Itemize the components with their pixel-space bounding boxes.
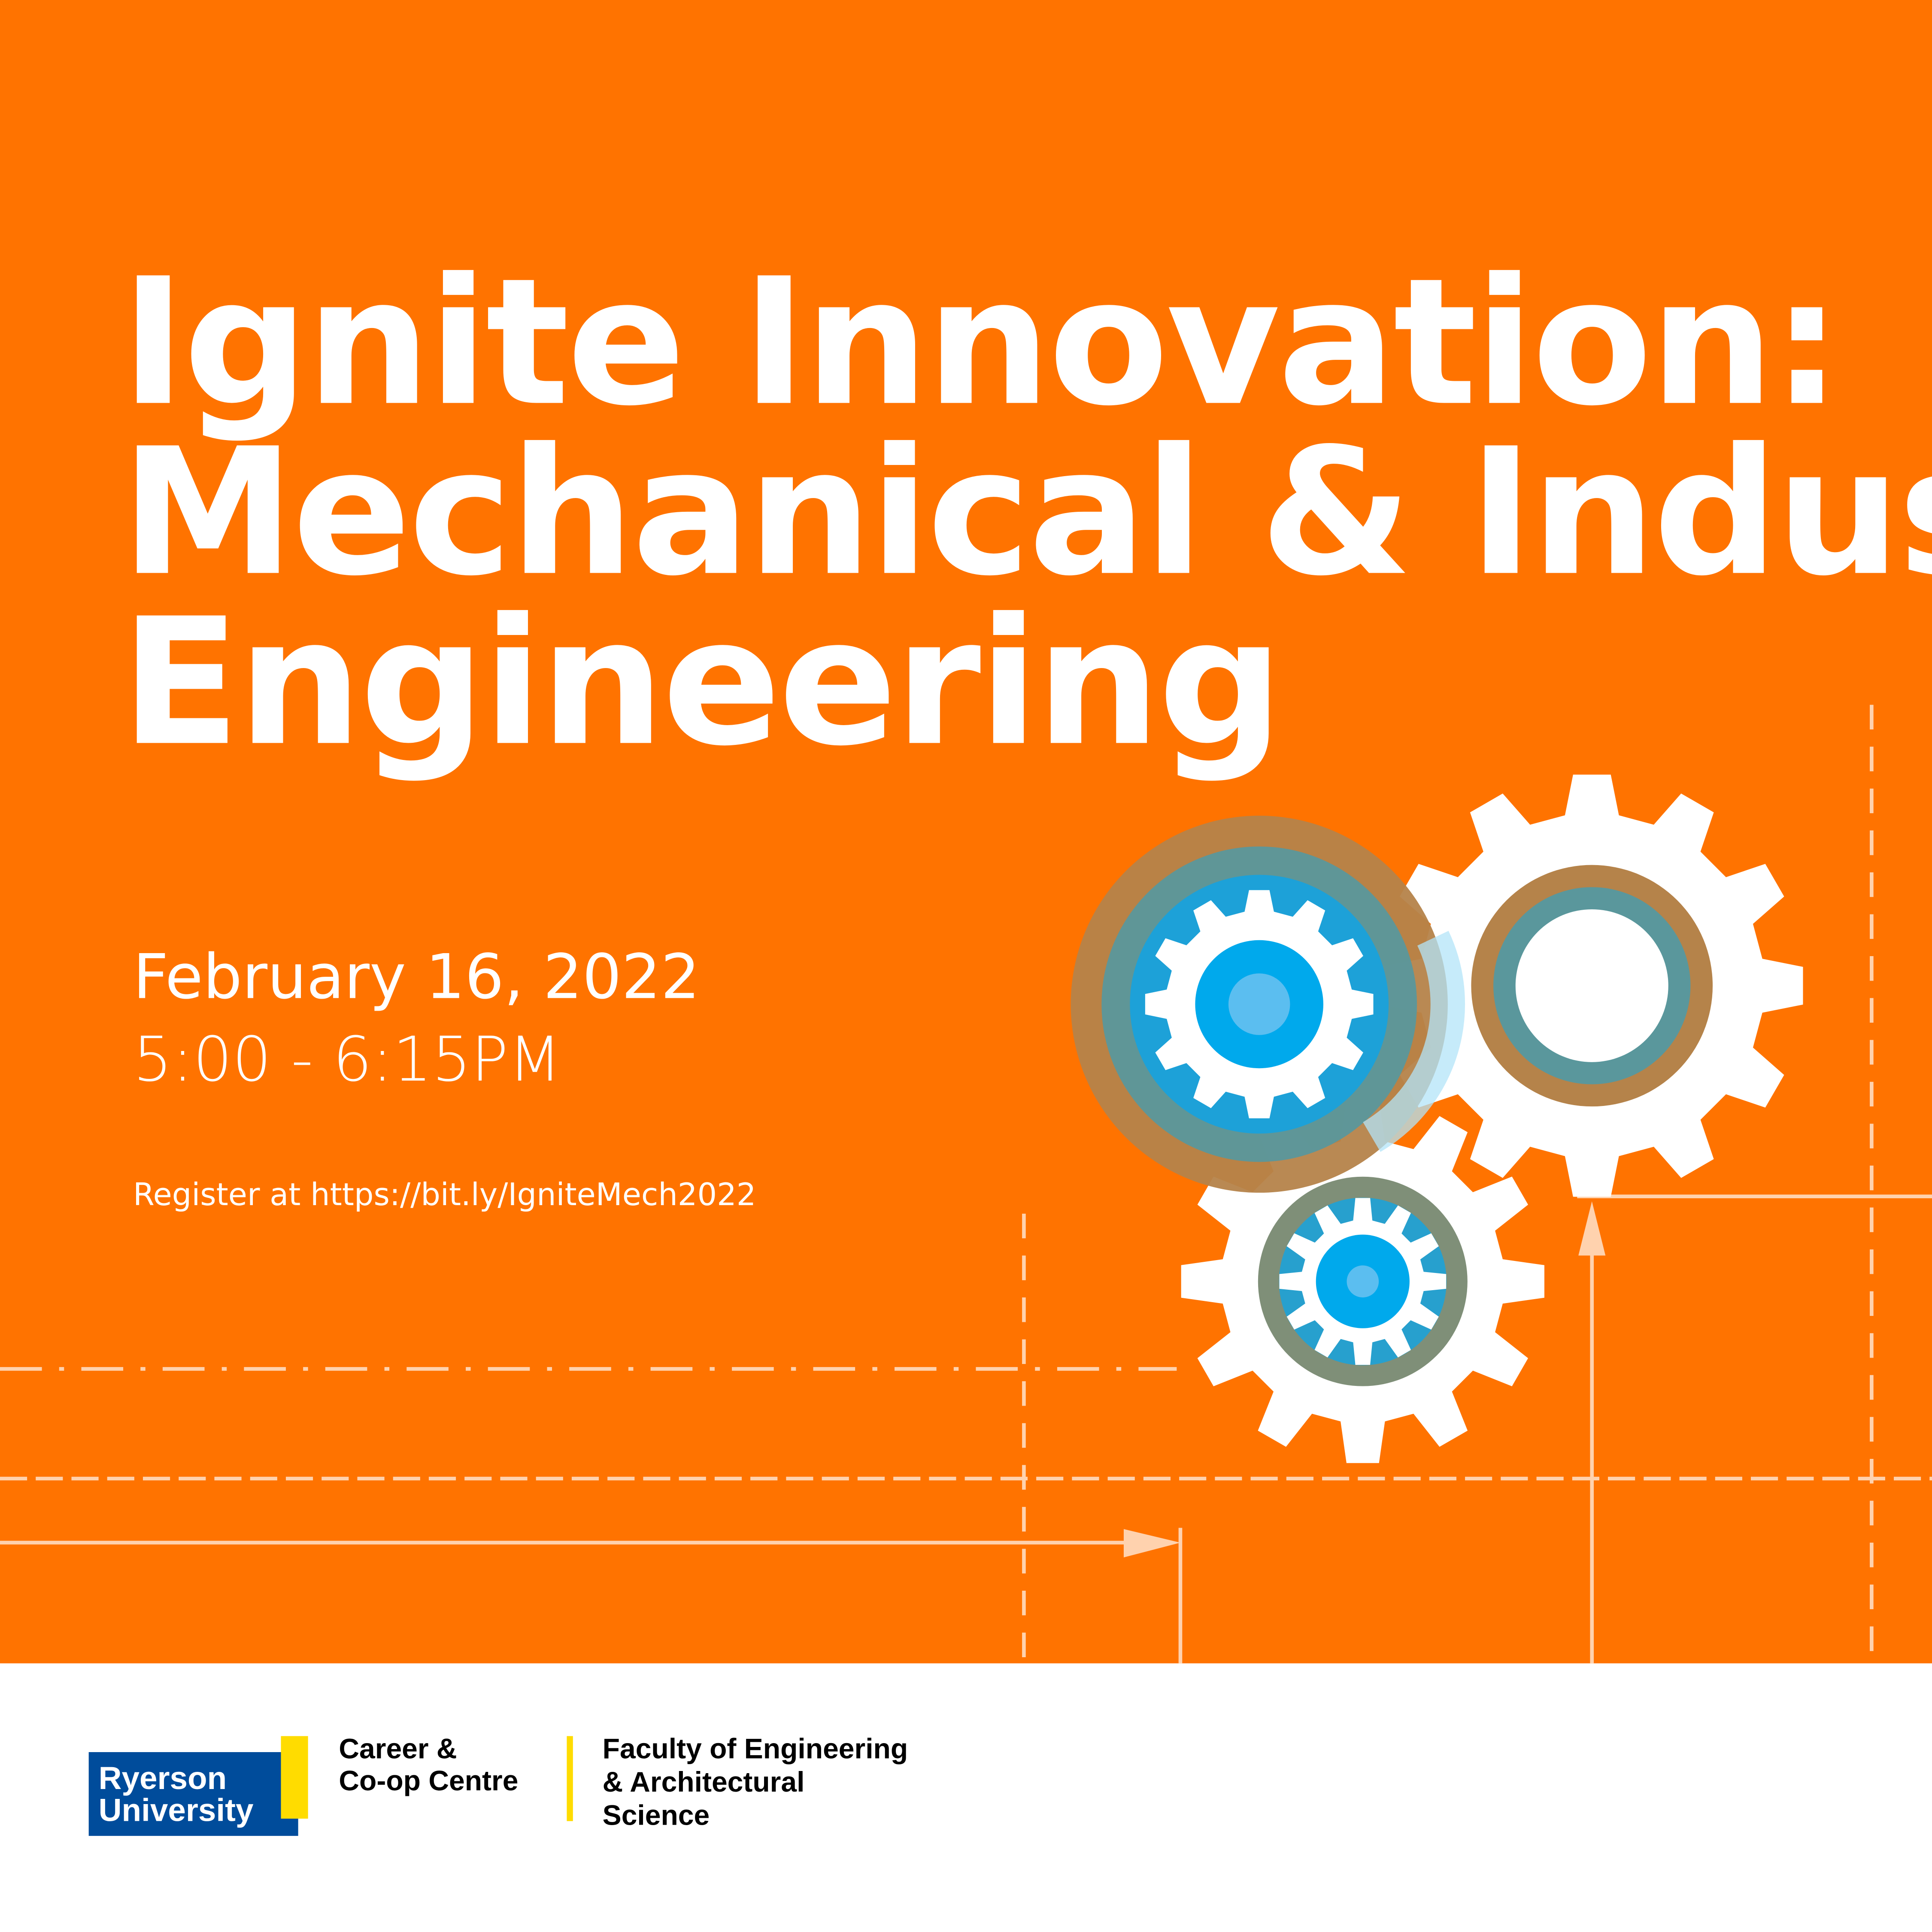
career-centre-line-2: Co-op Centre xyxy=(339,1765,518,1796)
title-line-1: Ignite Innovation: xyxy=(121,241,1839,444)
arrow-up-icon xyxy=(1578,1201,1606,1256)
faculty-line-1: Faculty of Engineering xyxy=(603,1732,908,1764)
gear-hub-center xyxy=(1228,973,1290,1035)
arrow-right-icon xyxy=(1123,1529,1180,1558)
event-date: February 16, 2022 xyxy=(133,941,700,1013)
svg-text:University: University xyxy=(99,1792,254,1828)
white-footer xyxy=(0,1663,1932,1932)
gear-hub xyxy=(1515,909,1668,1062)
event-time: 5:00 - 6:15PM xyxy=(133,1024,561,1095)
footer-divider xyxy=(567,1736,573,1821)
title-line-2: Mechanical & Industrial xyxy=(121,411,1932,615)
gear-highlight-ring xyxy=(1122,833,1465,1176)
gears-illustration xyxy=(1071,775,1803,1463)
svg-text:Ryerson: Ryerson xyxy=(99,1760,227,1796)
blueprint-lines xyxy=(0,705,1932,1664)
faculty-line-3: Science xyxy=(603,1799,710,1831)
gear-hub-center xyxy=(1347,1265,1379,1298)
register-link[interactable]: Register at https://bit.ly/IgniteMech202… xyxy=(133,1176,756,1212)
career-centre-line-1: Career & xyxy=(339,1732,457,1764)
faculty-line-2: & Architectural xyxy=(603,1766,805,1798)
ryerson-logo: Ryerson University xyxy=(88,1736,308,1836)
title-line-3: Engineering xyxy=(121,581,1281,785)
